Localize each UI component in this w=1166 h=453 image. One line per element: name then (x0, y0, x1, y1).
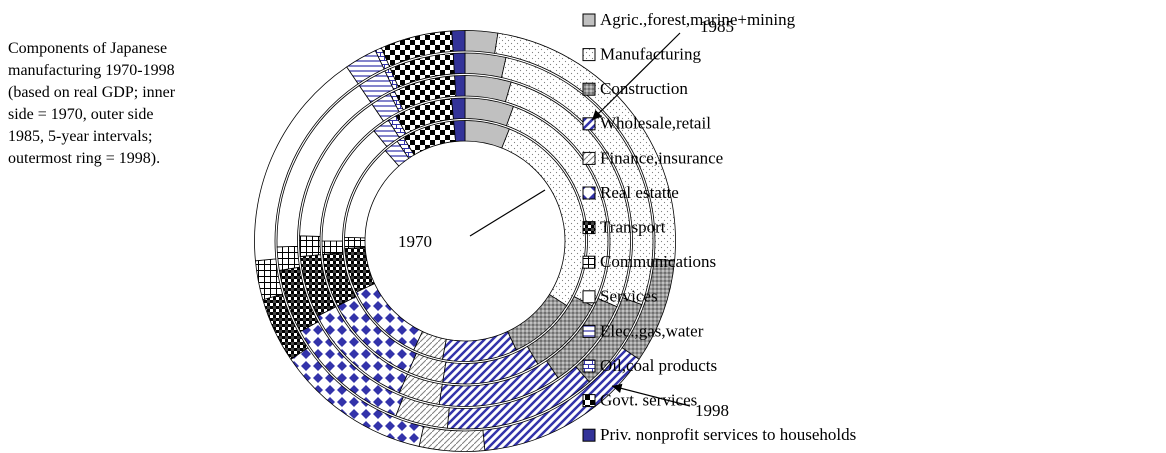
legend-swatch (582, 186, 596, 200)
legend-swatch (582, 394, 596, 408)
annotation-arrow (611, 383, 691, 407)
ring-segment (464, 52, 507, 79)
ring-segment (344, 236, 366, 249)
legend-swatch (582, 82, 596, 96)
legend-label: Transport (600, 218, 666, 237)
legend-swatch (582, 428, 596, 442)
ring-segment (299, 235, 322, 258)
legend-label: Elec.,gas,water (600, 321, 704, 340)
ring-segment (464, 30, 499, 54)
ring-segment (321, 240, 344, 255)
legend-swatch (582, 290, 596, 304)
legend-label: Agric.,forest,marine+mining (600, 10, 796, 29)
legend-label: Wholesale,retail (600, 114, 711, 133)
annotation: 1970 (398, 232, 432, 251)
annotation: 1998 (695, 401, 729, 420)
ring-segment (451, 97, 466, 120)
ring-segment (453, 120, 466, 142)
ring-segment (451, 30, 466, 52)
legend-swatch (582, 324, 596, 338)
chart-title: Components of Japanese manufacturing 197… (8, 40, 176, 167)
ring-segment (452, 52, 466, 75)
legend-swatch (582, 255, 596, 269)
annotation: 1985 (700, 17, 734, 36)
legend-swatch (582, 117, 596, 131)
ring-segment (418, 425, 486, 452)
annotation-arrow (469, 189, 546, 237)
legend-label: Manufacturing (600, 45, 702, 64)
legend-swatch (582, 13, 596, 27)
ring-segment (454, 75, 466, 97)
legend-label: Communications (600, 252, 716, 271)
legend-label: Finance,insurance (600, 148, 723, 167)
legend-swatch (582, 359, 596, 373)
legend-label: Construction (600, 79, 688, 98)
annotation-arrow (591, 32, 681, 121)
legend-swatch (582, 48, 596, 62)
legend-label: Oil,coal products (600, 356, 717, 375)
legend-label: Real estatte (600, 183, 679, 202)
legend-label: Priv. nonprofit services to households (600, 425, 856, 444)
legend-swatch (582, 151, 596, 165)
ring-segment (276, 245, 301, 271)
legend-swatch (582, 221, 596, 235)
legend-label: Govt. services (600, 391, 697, 410)
legend-label: Services (600, 287, 658, 306)
